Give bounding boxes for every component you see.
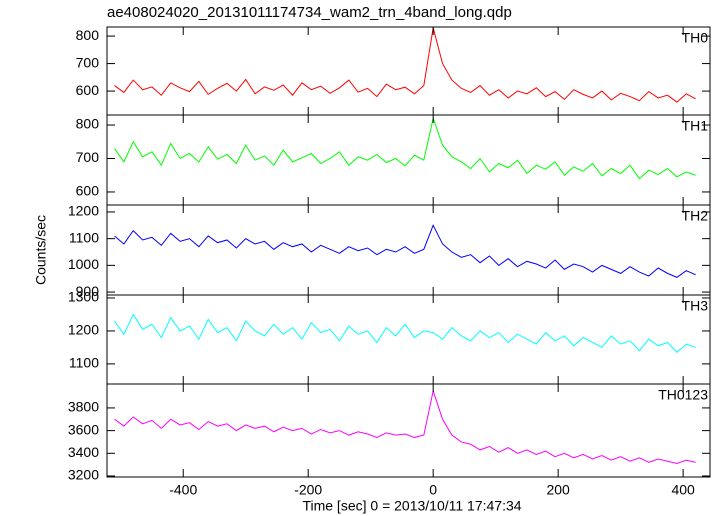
- series-line: [114, 116, 696, 180]
- panel-label: TH0: [682, 30, 709, 46]
- x-tick-label: 400: [671, 482, 695, 498]
- panel-label: TH0123: [658, 387, 708, 403]
- y-tick-label: 1200: [68, 322, 99, 338]
- y-tick-label: 3800: [68, 399, 99, 415]
- y-tick-label: 900: [76, 283, 100, 299]
- y-tick-label: 600: [76, 82, 100, 98]
- y-tick-label: 1200: [68, 203, 99, 219]
- series-line: [114, 313, 696, 354]
- chart-title: ae408024020_20131011174734_wam2_trn_4ban…: [107, 4, 512, 21]
- panel-frame: [106, 26, 711, 116]
- panel-frame: [106, 294, 711, 385]
- x-tick-label: -200: [294, 482, 322, 498]
- y-tick-label: 3400: [68, 444, 99, 460]
- y-tick-label: 1100: [69, 355, 99, 371]
- panel-label: TH2: [682, 208, 709, 224]
- y-tick-label: 1300: [68, 289, 99, 305]
- series-line: [114, 224, 696, 278]
- y-tick-label: 1000: [68, 256, 99, 272]
- y-tick-label: 700: [76, 54, 100, 70]
- x-tick-label: -400: [169, 482, 197, 498]
- y-tick-label: 600: [76, 183, 100, 199]
- y-tick-label: 700: [76, 149, 100, 165]
- panel-frame: [106, 383, 711, 478]
- y-tick-label: 1100: [69, 229, 99, 245]
- panel-frame: [106, 204, 711, 296]
- y-tick-label: 800: [76, 27, 100, 43]
- y-tick-label: 3600: [68, 421, 99, 437]
- x-tick-label: 0: [429, 482, 437, 498]
- panel-label: TH1: [682, 118, 709, 134]
- y-tick-label: 3200: [68, 467, 99, 483]
- series-line: [114, 27, 696, 103]
- series-line: [114, 389, 696, 465]
- x-tick-label: 200: [546, 482, 570, 498]
- x-axis-label: Time [sec] 0 = 2013/10/11 17:47:34: [302, 498, 521, 514]
- y-axis-label: Counts/sec: [33, 215, 49, 285]
- y-tick-label: 800: [76, 116, 100, 132]
- panel-label: TH3: [682, 298, 709, 314]
